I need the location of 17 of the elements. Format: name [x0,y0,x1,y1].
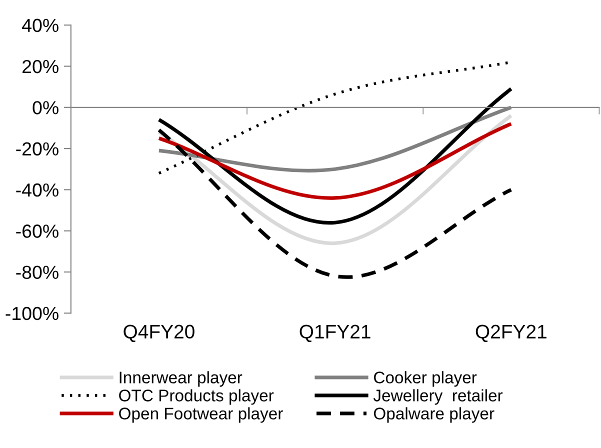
legend-label: Open Footwear player [119,407,283,423]
y-tick-label: 40% [22,18,58,32]
legend-label: Cooker player [374,371,477,387]
y-tick-label: -60% [16,224,58,238]
x-tick-label: Q1FY21 [300,324,370,342]
y-tick-label: -40% [16,183,58,197]
y-tick-label: -80% [16,266,58,279]
y-tick-label: -100% [6,306,58,320]
legend-label: Innerwear player [120,371,242,387]
y-tick-label: -20% [16,142,58,156]
legend-label: Opalware player [374,407,494,423]
legend-label: Jewellery retailer [373,389,503,405]
x-tick-label: Q4FY20 [124,324,194,342]
legend-label: OTC Products player [119,389,274,405]
y-tick-label: 0% [32,101,58,114]
x-tick-label: Q2FY21 [476,324,546,342]
y-tick-label: 20% [22,60,58,74]
